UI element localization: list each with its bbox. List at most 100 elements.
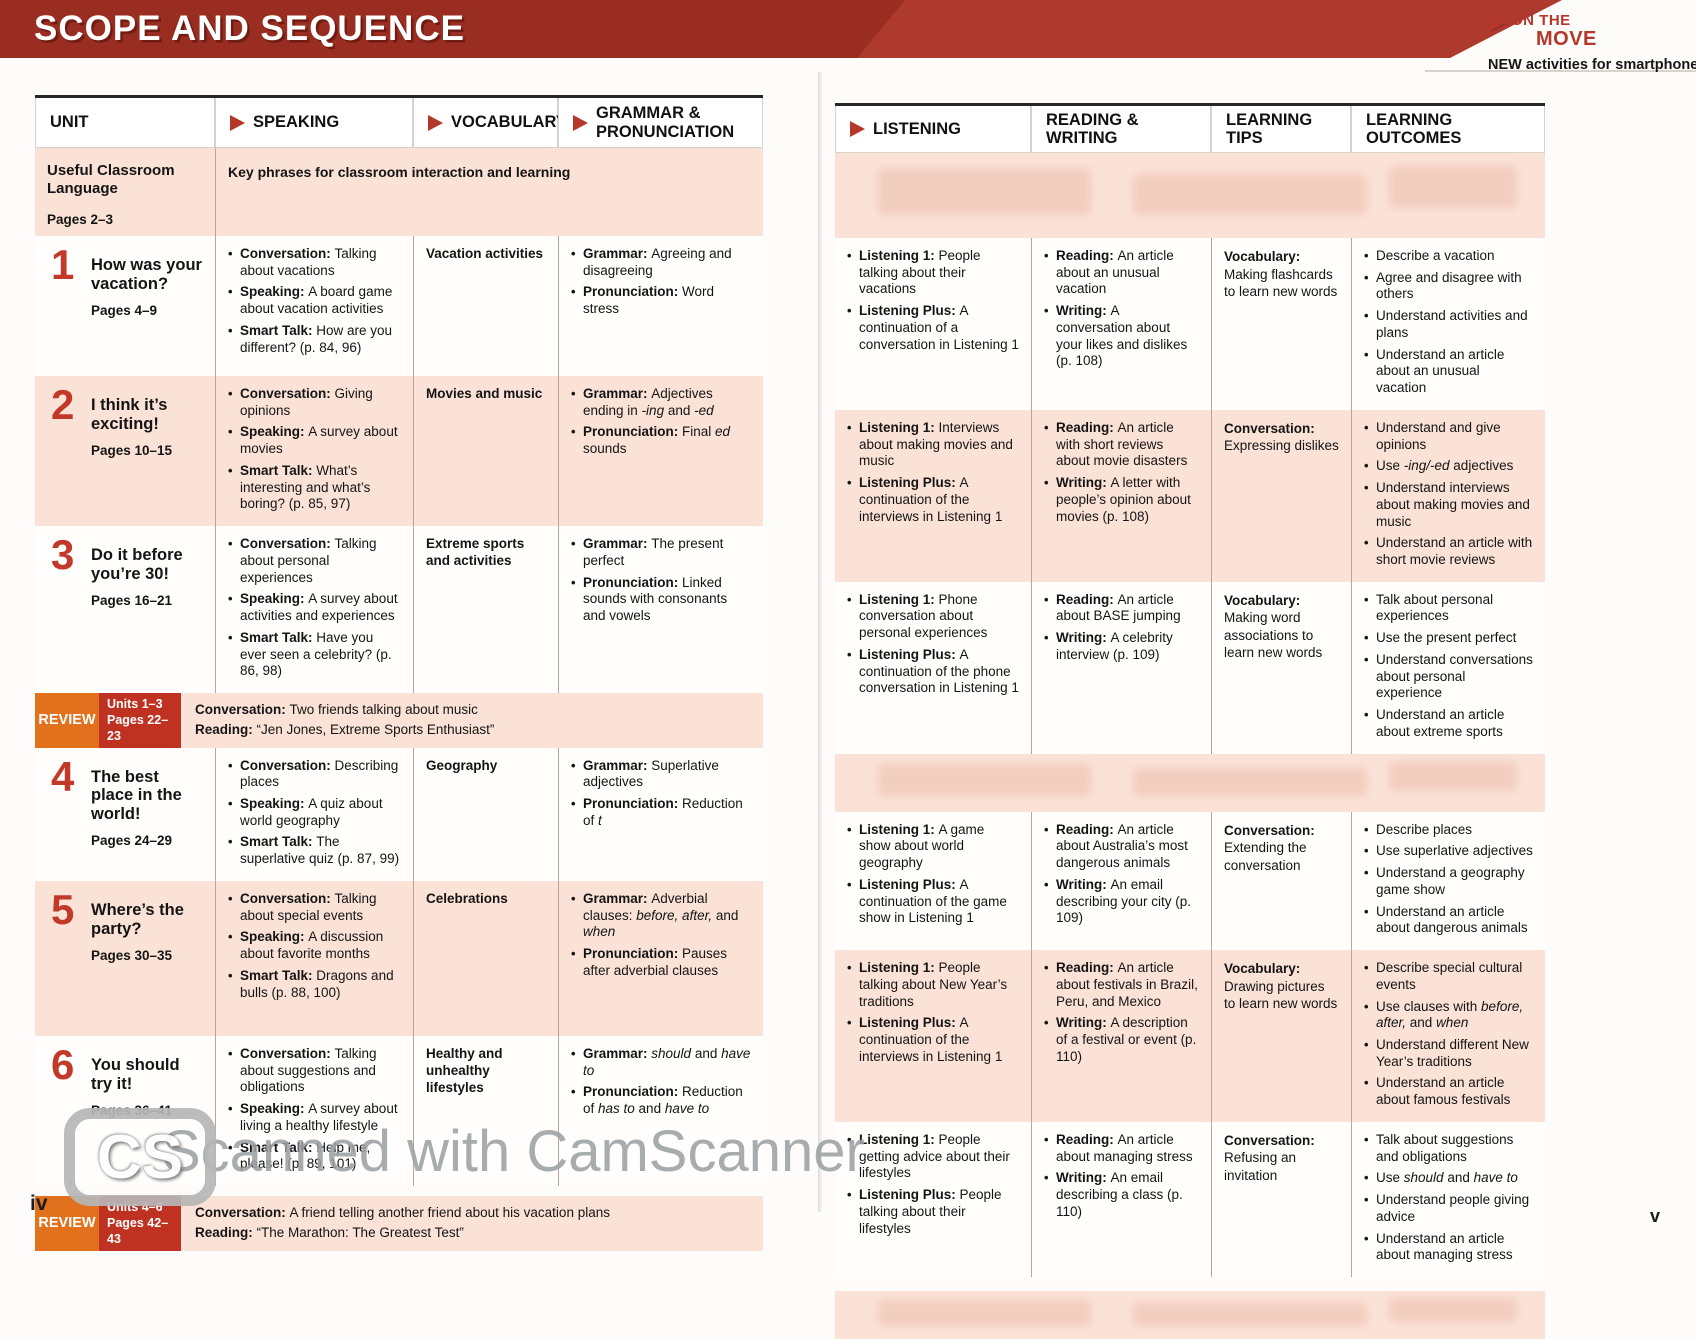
bullet-icon: • bbox=[228, 591, 233, 607]
unit-cell: 2 I think it’s exciting! Pages 10–15 bbox=[35, 376, 215, 526]
bullet-item: • Writing: A letter with people’s opinion… bbox=[1044, 475, 1199, 525]
text-run: Pronunciation: bbox=[583, 795, 682, 811]
bullet-icon: • bbox=[228, 246, 233, 261]
text-run: Describe places bbox=[1376, 821, 1473, 837]
text-run: Listening 1: bbox=[859, 591, 939, 607]
table-header-row: UNIT SPEAKING VOCABULARY GRAMMAR & PRONUNCI… bbox=[35, 95, 763, 148]
text-run: have to bbox=[664, 1101, 710, 1117]
text-run: Talking about special events bbox=[240, 890, 377, 923]
table-row: • Listening 1: Interviews about making mo… bbox=[835, 409, 1545, 582]
speaking-cell: • Conversation: Talking about personal ex… bbox=[215, 526, 413, 694]
unit-number: 6 bbox=[51, 1040, 75, 1088]
bullet-item: • Talk about personal experiences bbox=[1364, 592, 1533, 625]
text-run: Adverbial clauses: bbox=[583, 890, 708, 923]
learning-tips-line: Extending the conversation bbox=[1224, 839, 1339, 874]
text-run: An email describing your city (p. 109) bbox=[1056, 876, 1192, 926]
bullet-text: Writing: A conversation about your likes… bbox=[1056, 303, 1199, 370]
text-run: Writing: bbox=[1056, 1015, 1111, 1031]
text-run: Understand an article about extreme spor… bbox=[1376, 707, 1505, 739]
learning-tips-line: Conversation: bbox=[1224, 420, 1339, 438]
text-run: and bbox=[634, 1101, 665, 1117]
text-run: A letter with people’s opinion about mov… bbox=[1056, 475, 1191, 524]
text-run: Conversation: bbox=[240, 246, 335, 261]
unit-number: 1 bbox=[51, 241, 75, 288]
bullet-text: Understand an article about dangerous an… bbox=[1376, 904, 1533, 937]
unit-cell: 3 Do it before you’re 30! Pages 16–21 bbox=[35, 526, 215, 693]
review-content-line: Conversation: A friend telling another f… bbox=[195, 1203, 749, 1223]
learning-tips-line: Vocabulary: bbox=[1224, 248, 1339, 266]
text-run: Vocabulary: bbox=[1224, 592, 1301, 608]
unit-pages: Pages 16–21 bbox=[91, 593, 173, 609]
learning-outcomes-cell: • Describe special cultural events • Use cl… bbox=[1351, 950, 1545, 1122]
bullet-text: Understand interviews about making movie… bbox=[1376, 480, 1533, 530]
bullet-icon: • bbox=[1044, 248, 1049, 263]
table-row: • Listening 1: Phone conversation about p… bbox=[835, 581, 1545, 754]
bullet-item: • Understand interviews about making movi… bbox=[1364, 480, 1533, 530]
column-header-speaking: SPEAKING bbox=[215, 98, 413, 148]
column-header-label: GRAMMAR & PRONUNCIATION bbox=[596, 104, 735, 141]
bullet-item: • Speaking: A quiz about world geography bbox=[228, 796, 401, 829]
text-run: should bbox=[1403, 1170, 1444, 1186]
bullet-item: • Pronunciation: Reduction of has to and … bbox=[571, 1084, 751, 1117]
bullet-icon: • bbox=[571, 890, 576, 906]
bullet-text: Conversation: Talking about vacations bbox=[240, 246, 401, 279]
text-run: Dragons and bulls (p. 88, 100) bbox=[240, 967, 394, 1000]
text-run: Grammar: bbox=[583, 1045, 652, 1061]
text-run: Speaking: bbox=[240, 591, 309, 607]
bullet-text: Describe a vacation bbox=[1376, 248, 1533, 265]
bullet-text: Understand an article about managing str… bbox=[1376, 1231, 1533, 1264]
text-run: Help me, please! (p. 89, 101) bbox=[240, 1139, 371, 1172]
bullet-text: Agree and disagree with others bbox=[1376, 270, 1533, 303]
intro-content-cell: Key phrases for classroom interaction an… bbox=[215, 148, 763, 236]
bullet-text: Conversation: Describing places bbox=[240, 758, 401, 791]
text-run: Pronunciation: bbox=[583, 284, 682, 300]
bullet-icon: • bbox=[1044, 960, 1049, 976]
bullet-item: • Understand activities and plans bbox=[1364, 308, 1533, 341]
bullet-text: Grammar: Adjectives ending in -ing and -… bbox=[583, 386, 751, 419]
text-run: An article about festivals in Brazil, Pe… bbox=[1056, 960, 1198, 1009]
text-run: People getting advice about their lifest… bbox=[859, 1131, 1010, 1181]
reading-writing-cell: • Reading: An article about festivals in … bbox=[1031, 950, 1211, 1122]
bullet-text: Understand activities and plans bbox=[1376, 308, 1533, 341]
empty-pink-band bbox=[835, 1291, 1545, 1339]
bullet-icon: • bbox=[571, 1084, 576, 1100]
bullet-item: • Conversation: Talking about special eve… bbox=[228, 891, 401, 924]
bullet-icon: • bbox=[1364, 458, 1369, 474]
text-run: Writing: bbox=[1056, 475, 1111, 491]
reading-writing-cell: • Reading: An article about managing stre… bbox=[1031, 1121, 1211, 1278]
bullet-item: • Conversation: Talking about suggestions… bbox=[228, 1046, 401, 1096]
bullet-icon: • bbox=[571, 386, 576, 401]
unit-number: 4 bbox=[51, 752, 75, 800]
bullet-text: Reading: An article about Australia’s mo… bbox=[1056, 822, 1199, 872]
text-run: Conversation: bbox=[1224, 1132, 1315, 1148]
text-run: Speaking: bbox=[240, 284, 309, 300]
bullet-item: • Understand an article about extreme spo… bbox=[1364, 707, 1533, 740]
bullet-item: • Speaking: A discussion about favorite m… bbox=[228, 929, 401, 962]
text-run: A continuation of the interviews in List… bbox=[859, 475, 1003, 524]
text-run: Superlative adjectives bbox=[583, 757, 719, 790]
learning-tips-line: Expressing dislikes bbox=[1224, 437, 1339, 455]
bullet-item: • Listening 1: People getting advice abou… bbox=[847, 1132, 1019, 1182]
review-content-line: Reading: “The Marathon: The Greatest Tes… bbox=[195, 1223, 749, 1243]
text-run: Reading: bbox=[1056, 248, 1118, 263]
text-run: before, after, bbox=[1376, 998, 1524, 1031]
text-run: A game show about world geography bbox=[859, 821, 985, 871]
vocabulary-cell: Healthy and unhealthy lifestyles bbox=[413, 1035, 558, 1187]
bullet-text: Listening Plus: A continuation of the in… bbox=[859, 1015, 1019, 1065]
bleed-through-smudge bbox=[1133, 174, 1368, 216]
text-run: should bbox=[651, 1045, 692, 1061]
bullet-icon: • bbox=[1364, 1131, 1369, 1147]
camscanner-logo: CS bbox=[64, 1108, 216, 1206]
bullet-icon: • bbox=[1044, 591, 1049, 607]
text-run: Listening Plus: bbox=[859, 646, 960, 662]
bullet-icon: • bbox=[1364, 1170, 1369, 1186]
bullet-text: Writing: A letter with people’s opinion … bbox=[1056, 475, 1199, 525]
text-run: Understand an article about famous festi… bbox=[1376, 1075, 1511, 1108]
text-run: People talking about New Year’s traditio… bbox=[859, 960, 1008, 1009]
bleed-through-smudge bbox=[1133, 1303, 1368, 1327]
bullet-icon: • bbox=[571, 424, 576, 440]
vocabulary-cell: Vacation activities bbox=[413, 236, 558, 376]
text-run: Reading: bbox=[1056, 1131, 1118, 1147]
bullet-item: • Smart Talk: The superlative quiz (p. 87… bbox=[228, 834, 401, 867]
